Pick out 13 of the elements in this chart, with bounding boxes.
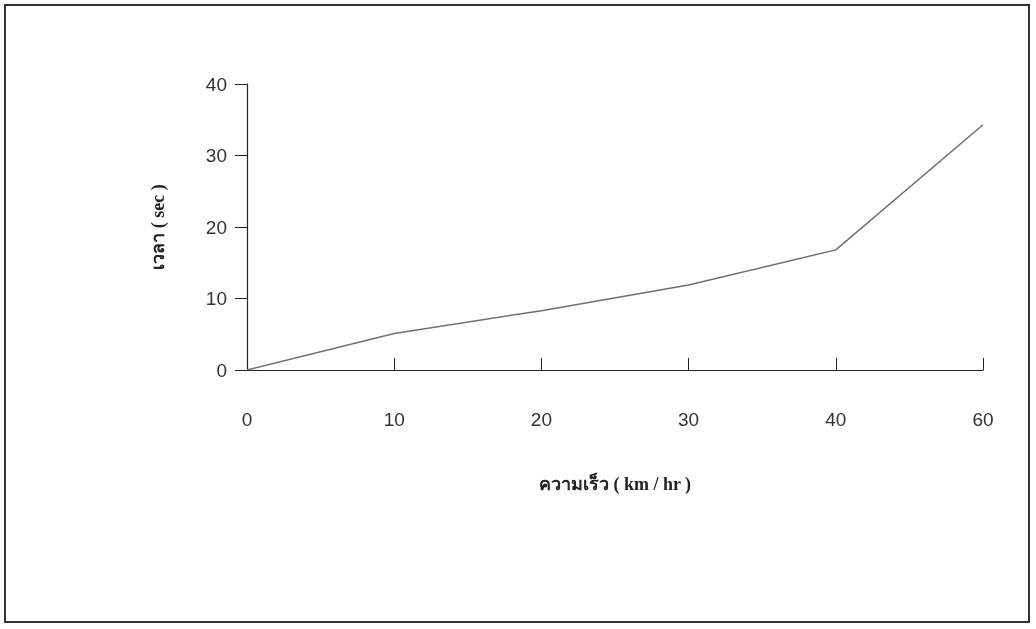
y-tick-label: 0 (216, 359, 227, 381)
y-tick-label: 10 (205, 288, 227, 309)
y-axis-title: เวลา ( sec ) (148, 184, 169, 270)
y-tick-label: 30 (205, 145, 227, 166)
x-tick-label: 60 (972, 409, 994, 430)
x-tick-label: 40 (825, 409, 847, 430)
x-tick-label: 30 (678, 409, 700, 430)
x-tick-label: 0 (241, 409, 253, 430)
x-tick-label: 20 (530, 409, 552, 430)
y-tick-label: 40 (205, 73, 227, 95)
x-axis-title: ความเร็ว ( km / hr ) (538, 472, 692, 495)
x-tick-label: 10 (383, 409, 405, 430)
y-tick-label: 20 (205, 216, 227, 238)
